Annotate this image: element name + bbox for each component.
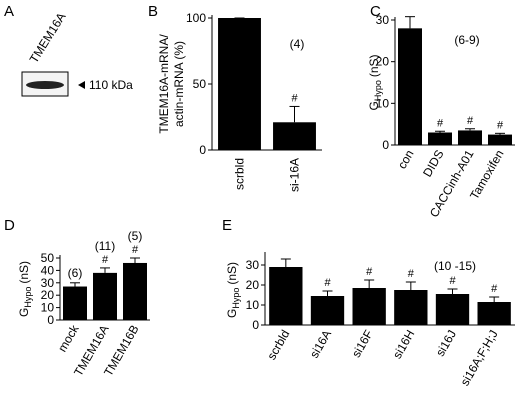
panel-label: E — [222, 217, 232, 234]
blot-band — [26, 81, 64, 89]
significance-marker: # — [132, 244, 139, 256]
y-axis-label-unit: (nS) — [225, 262, 239, 285]
y-tick-label: 0 — [252, 318, 259, 332]
significance-marker: # — [102, 254, 109, 266]
bar — [394, 290, 428, 325]
y-tick-label: 20 — [246, 278, 260, 292]
y-tick-label: 50 — [41, 251, 55, 265]
y-tick-label: 20 — [376, 55, 390, 69]
y-tick-label: 0 — [47, 313, 54, 327]
y-tick-label: 30 — [41, 276, 55, 290]
y-axis-label: GHypo (nS) — [225, 262, 241, 318]
x-tick-label: si16A — [307, 328, 334, 361]
y-tick-label: 100 — [186, 11, 206, 25]
bar — [458, 130, 482, 145]
significance-marker: # — [324, 277, 331, 289]
bar — [269, 267, 303, 325]
annotation: (6-9) — [454, 33, 479, 47]
y-tick-label: 10 — [376, 96, 390, 110]
significance-marker: # — [449, 275, 456, 287]
x-tick-label: si-16A — [288, 158, 302, 192]
x-tick-label: DIDS — [420, 148, 446, 180]
x-tick-label: mock — [55, 322, 82, 355]
y-axis-label: GHypo (nS) — [367, 54, 383, 110]
x-tick-label: si16F — [349, 328, 376, 360]
significance-marker: # — [437, 117, 444, 129]
y-axis-label: actin-mRNA (%) — [172, 41, 186, 127]
bar — [218, 18, 261, 150]
annotation: (4) — [290, 37, 305, 51]
x-tick-label: si16H — [390, 328, 417, 362]
x-tick-label: si16J — [433, 328, 459, 359]
y-tick-label: 30 — [376, 13, 390, 27]
y-tick-label: 40 — [41, 263, 55, 277]
bar — [352, 288, 386, 325]
bar — [123, 262, 147, 320]
bar — [398, 28, 422, 145]
y-axis-label-unit: (nS) — [367, 54, 381, 77]
significance-marker: # — [366, 266, 373, 278]
panel-label: B — [148, 3, 158, 20]
bar — [477, 302, 511, 325]
x-tick-label: scrbld — [264, 328, 292, 363]
y-tick-label: 20 — [41, 288, 55, 302]
panel-label: C — [370, 3, 381, 20]
bar — [93, 272, 117, 320]
y-axis-label: TMEM16A-mRNA/ — [157, 34, 171, 134]
blot-column-label: TMEM16A — [27, 10, 69, 65]
significance-marker: # — [467, 115, 474, 127]
panel-label: A — [4, 3, 14, 20]
bar — [63, 286, 87, 320]
significance-marker: # — [497, 119, 504, 131]
y-tick-label: 0 — [382, 138, 389, 152]
arrowhead — [78, 81, 85, 89]
x-tick-label: scrbld — [233, 158, 247, 190]
y-tick-label: 10 — [41, 301, 55, 315]
y-axis-label-sub: Hypo — [231, 288, 241, 309]
significance-marker: # — [408, 268, 415, 280]
y-tick-label: 50 — [193, 77, 207, 91]
bar — [310, 296, 345, 325]
annotation: (10 -15) — [434, 259, 476, 273]
y-axis-label-main: G — [225, 309, 239, 318]
x-tick-label: si16A;F;H;J — [458, 328, 501, 389]
y-tick-label: 30 — [246, 258, 260, 272]
y-axis-label-main: G — [17, 308, 31, 317]
count-label: (5) — [128, 229, 143, 243]
y-axis-label-sub: Hypo — [23, 287, 33, 308]
x-tick-label: con — [395, 148, 417, 172]
y-axis-label-sub: Hypo — [373, 80, 383, 101]
significance-marker: # — [291, 92, 298, 104]
bar — [435, 294, 470, 325]
count-label: (6) — [68, 266, 83, 280]
count-label: (11) — [95, 239, 115, 253]
panel-label: D — [4, 217, 15, 234]
y-tick-label: 10 — [246, 298, 260, 312]
y-axis-label-main: G — [367, 101, 381, 110]
bar — [273, 122, 316, 150]
bar — [428, 132, 452, 145]
significance-marker: # — [491, 283, 498, 295]
bar — [488, 134, 512, 145]
y-axis-label-unit: (nS) — [17, 261, 31, 284]
y-axis-label: GHypo (nS) — [17, 261, 33, 317]
y-tick-label: 0 — [199, 143, 206, 157]
size-marker: 110 kDa — [89, 78, 133, 92]
